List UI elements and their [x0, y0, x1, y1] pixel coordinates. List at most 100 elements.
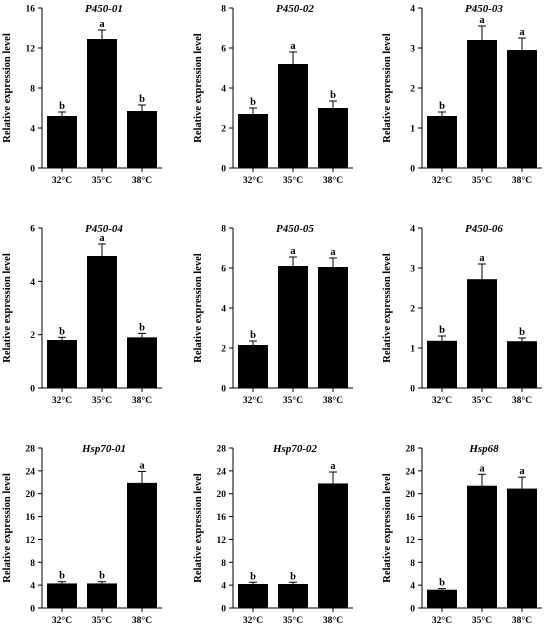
significance-letter: b: [519, 327, 525, 338]
y-axis-label: Relative expression level: [2, 473, 13, 583]
significance-letter: a: [99, 19, 105, 30]
x-tick-label: 38°C: [512, 395, 532, 406]
y-tick-label: 20: [406, 490, 416, 500]
bar: [507, 488, 537, 608]
y-tick-label: 8: [410, 559, 415, 569]
y-tick-label: 20: [26, 490, 36, 500]
x-tick-label: 35°C: [283, 615, 303, 626]
x-tick-label: 35°C: [92, 615, 112, 626]
y-tick-label: 16: [217, 513, 227, 523]
y-tick-label: 12: [26, 536, 36, 546]
y-tick-label: 0: [30, 385, 35, 395]
y-tick-label: 4: [221, 305, 226, 315]
bar: [47, 340, 77, 388]
y-tick-label: 8: [221, 225, 226, 235]
bar: [127, 111, 157, 168]
y-tick-label: 0: [221, 605, 226, 615]
y-axis-label: Relative expression level: [382, 253, 393, 363]
y-tick-label: 16: [406, 513, 416, 523]
y-tick-label: 28: [217, 445, 227, 455]
chart-panel: 0 4 8 12 16 20 24 28 Relative expression level Hs…: [382, 443, 542, 626]
x-tick-label: 38°C: [323, 395, 343, 406]
y-tick-label: 4: [30, 125, 35, 135]
y-tick-label: 0: [30, 165, 35, 175]
bar: [238, 114, 268, 168]
y-tick-label: 24: [217, 467, 227, 477]
chart-panel: 0 4 8 12 16 Relative expression level P450-01 b…: [2, 3, 162, 186]
y-tick-label: 6: [221, 265, 226, 275]
x-tick-label: 38°C: [323, 615, 343, 626]
y-axis-label: Relative expression level: [382, 473, 393, 583]
x-tick-label: 32°C: [432, 175, 452, 186]
bar: [127, 337, 157, 388]
x-tick-label: 38°C: [132, 175, 152, 186]
y-tick-label: 8: [30, 559, 35, 569]
y-tick-label: 4: [30, 582, 35, 592]
y-axis-label: Relative expression level: [2, 253, 13, 363]
chart-panel: 0 2 4 6 8 Relative expression level P450-05 b 32…: [193, 223, 353, 406]
x-tick-label: 38°C: [132, 395, 152, 406]
x-tick-label: 38°C: [512, 175, 532, 186]
significance-letter: a: [519, 466, 525, 477]
x-tick-label: 35°C: [92, 395, 112, 406]
bar: [318, 267, 348, 388]
significance-letter: a: [479, 463, 485, 474]
significance-letter: b: [99, 571, 105, 582]
bar: [238, 345, 268, 388]
chart-title: P450-02: [276, 3, 314, 15]
significance-letter: b: [330, 90, 336, 101]
y-axis-label: Relative expression level: [193, 33, 204, 143]
y-tick-label: 2: [410, 305, 415, 315]
significance-letter: a: [330, 247, 336, 258]
bar: [427, 589, 457, 608]
significance-letter: b: [59, 101, 65, 112]
y-tick-label: 16: [26, 513, 36, 523]
significance-letter: b: [439, 101, 445, 112]
chart-title: Hsp70-02: [272, 443, 318, 455]
chart-title: P450-03: [465, 3, 503, 15]
y-tick-label: 2: [410, 85, 415, 95]
chart-panel: 0 2 4 6 Relative expression level P450-04 b 32°…: [2, 223, 162, 406]
y-tick-label: 4: [30, 278, 35, 288]
significance-letter: b: [250, 97, 256, 108]
y-tick-label: 12: [26, 45, 36, 55]
chart-title: P450-06: [465, 223, 503, 235]
x-tick-label: 35°C: [92, 175, 112, 186]
y-tick-label: 8: [30, 85, 35, 95]
significance-letter: b: [139, 322, 145, 333]
y-tick-label: 4: [410, 582, 415, 592]
bar: [238, 584, 268, 608]
y-tick-label: 0: [410, 385, 415, 395]
y-tick-label: 3: [410, 45, 415, 55]
significance-letter: b: [250, 330, 256, 341]
y-axis-label: Relative expression level: [193, 253, 204, 363]
x-tick-label: 32°C: [243, 175, 263, 186]
chart-panel: 0 4 8 12 16 20 24 28 Relative expression level Hs…: [193, 443, 353, 626]
y-tick-label: 24: [26, 467, 36, 477]
bar: [87, 39, 117, 168]
significance-letter: a: [479, 253, 485, 264]
chart-title: P450-04: [85, 223, 123, 235]
bar: [278, 584, 308, 608]
bar: [278, 64, 308, 168]
significance-letter: a: [290, 41, 296, 52]
y-tick-label: 0: [221, 385, 226, 395]
significance-letter: a: [330, 461, 336, 472]
chart-panel: 0 2 4 6 8 Relative expression level P450-02 b 32…: [193, 3, 353, 186]
y-tick-label: 3: [410, 265, 415, 275]
y-tick-label: 4: [221, 85, 226, 95]
bar: [278, 266, 308, 388]
y-axis-label: Relative expression level: [2, 33, 13, 143]
y-tick-label: 4: [221, 582, 226, 592]
y-tick-label: 16: [26, 5, 36, 15]
y-tick-label: 4: [410, 5, 415, 15]
chart-title: Hsp70-01: [81, 443, 126, 455]
y-tick-label: 2: [221, 345, 226, 355]
y-axis-label: Relative expression level: [193, 473, 204, 583]
x-tick-label: 35°C: [283, 175, 303, 186]
bar: [467, 40, 497, 168]
significance-letter: b: [290, 571, 296, 582]
y-tick-label: 8: [221, 559, 226, 569]
significance-letter: b: [439, 325, 445, 336]
